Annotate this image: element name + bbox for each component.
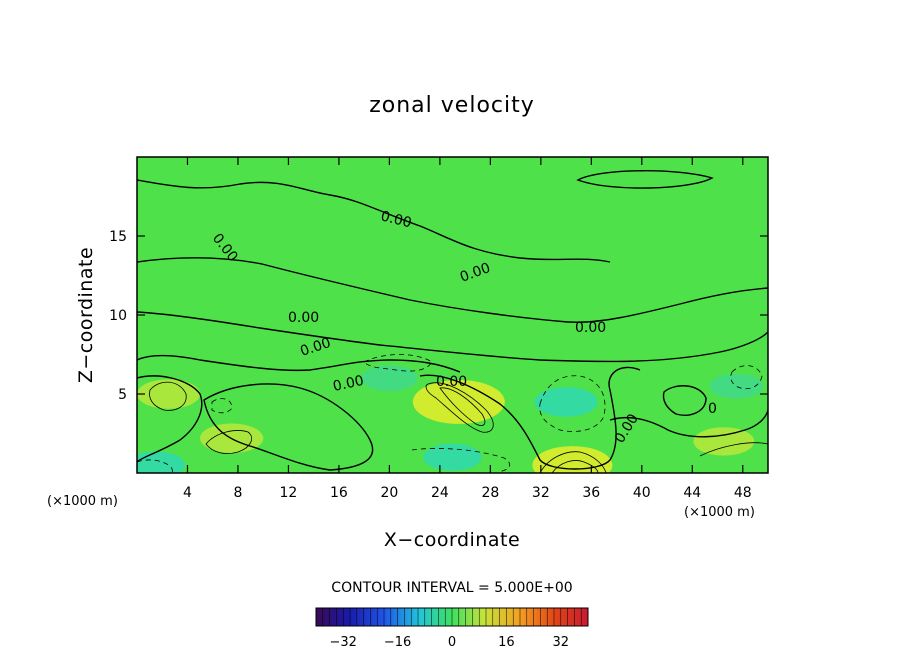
contour-pos-right <box>699 442 768 457</box>
contour-pos-jet-inner <box>439 387 486 426</box>
contour-neg-b <box>363 354 433 372</box>
contour-interval: CONTOUR INTERVAL = 5.000E+00 <box>331 580 572 596</box>
negative-contours <box>137 354 763 473</box>
contour-zero-upper <box>137 179 611 263</box>
y-tick-label: 5 <box>118 387 127 403</box>
field-maximum <box>412 379 505 424</box>
x-tick-label: 16 <box>330 485 348 501</box>
plot-area <box>137 157 768 473</box>
x-tick-label: 32 <box>532 485 550 501</box>
y-axis: 5 10 15 <box>109 229 768 403</box>
contour-label: 0.00 <box>379 208 413 231</box>
contour-pos-cell <box>205 430 252 454</box>
contour-label: 0.00 <box>575 320 606 336</box>
contour-pos-bottom <box>539 451 607 473</box>
contour-zero-jet <box>419 366 641 470</box>
contour-pos-left <box>149 381 187 411</box>
y-tick-label: 15 <box>109 229 127 245</box>
x-unit-right: (×1000 m) <box>684 505 755 520</box>
positive-contours <box>149 381 768 473</box>
colorbar-tick-label: 16 <box>498 635 515 650</box>
contour-label: 0.00 <box>436 374 467 390</box>
colorbar-frame <box>315 607 589 627</box>
contour-zero-cell-b <box>662 385 707 416</box>
contour-zero-right <box>609 409 768 438</box>
contour-neg-a <box>539 375 606 432</box>
contour-lines <box>137 170 768 471</box>
field-maximum <box>137 379 201 409</box>
x-tick-label: 20 <box>380 485 398 501</box>
field-minimum <box>423 443 482 471</box>
x-tick-label: 40 <box>633 485 651 501</box>
contour-pos-bottom-inner <box>551 460 599 473</box>
contour-label: 0 <box>708 401 717 417</box>
contour-zero-mid <box>137 257 768 323</box>
x-tick-label: 8 <box>233 485 242 501</box>
field-maximum <box>693 427 755 456</box>
colorbar: −32 −16 0 16 32 <box>315 607 589 650</box>
colorbar-tick-label: −16 <box>384 635 411 650</box>
field-minimum <box>137 451 186 473</box>
colorbar-tick-label: −32 <box>329 635 356 650</box>
x-unit-left: (×1000 m) <box>47 494 118 509</box>
contour-neg-d <box>137 459 173 473</box>
colorbar-segments <box>322 608 582 626</box>
contour-label: 0.00 <box>332 373 366 395</box>
colorbar-tick-label: 0 <box>448 635 456 650</box>
contour-zero-top-right <box>576 170 714 189</box>
color-field <box>137 365 764 473</box>
contour-zero-mid2 <box>137 311 768 363</box>
x-tick-label: 4 <box>183 485 192 501</box>
contour-neg-c <box>411 448 511 473</box>
chart-title: zonal velocity <box>369 93 535 118</box>
x-tick-label: 48 <box>734 485 752 501</box>
contour-neg-e <box>730 365 763 390</box>
colorbar-ticks: −32 −16 0 16 32 <box>329 635 569 650</box>
contour-label: 0.00 <box>288 310 319 326</box>
y-axis-label: Z−coordinate <box>75 247 97 383</box>
field-minimum <box>361 365 418 392</box>
y-tick-label: 10 <box>109 308 127 324</box>
x-tick-label: 24 <box>431 485 449 501</box>
x-tick-label: 28 <box>481 485 499 501</box>
contour-pos-jet <box>425 382 494 433</box>
field-minimum <box>709 373 764 399</box>
contour-zero-left-cell <box>137 375 203 463</box>
x-tick-label: 12 <box>280 485 298 501</box>
field-minimum <box>534 387 598 417</box>
x-axis-label: X−coordinate <box>384 529 520 551</box>
x-tick-label: 36 <box>582 485 600 501</box>
colorbar-tick-label: 32 <box>553 635 570 650</box>
x-axis: 4 8 12 16 20 24 28 32 36 40 44 48 <box>183 157 752 501</box>
x-tick-label: 44 <box>683 485 701 501</box>
contour-zero-lower <box>137 354 461 373</box>
